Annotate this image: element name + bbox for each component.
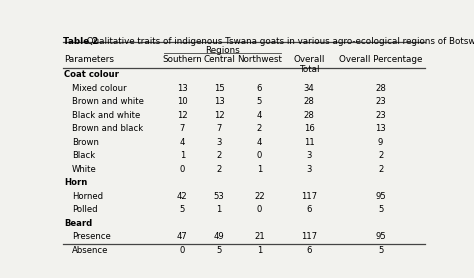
Text: 6: 6: [257, 84, 262, 93]
Text: 2: 2: [216, 151, 222, 160]
Text: Brown: Brown: [72, 138, 99, 147]
Text: 11: 11: [304, 138, 314, 147]
Text: 22: 22: [254, 192, 265, 201]
Text: 53: 53: [214, 192, 224, 201]
Text: Table 2: Table 2: [63, 37, 98, 46]
Text: 1: 1: [257, 246, 262, 255]
Text: 7: 7: [216, 124, 222, 133]
Text: 1: 1: [180, 151, 185, 160]
Text: 23: 23: [375, 97, 386, 106]
Text: Horned: Horned: [72, 192, 103, 201]
Text: Parameters: Parameters: [64, 55, 114, 64]
Text: 0: 0: [180, 165, 185, 174]
Text: Brown and white: Brown and white: [72, 97, 144, 106]
Text: Brown and black: Brown and black: [72, 124, 143, 133]
Text: 23: 23: [375, 111, 386, 120]
Text: 2: 2: [216, 165, 222, 174]
Text: 28: 28: [304, 111, 314, 120]
Text: Northwest: Northwest: [237, 55, 282, 64]
Text: 16: 16: [304, 124, 314, 133]
Text: Black: Black: [72, 151, 95, 160]
Text: Beard: Beard: [64, 219, 92, 228]
Text: Presence: Presence: [72, 232, 111, 241]
Text: 5: 5: [216, 246, 222, 255]
Text: Coat colour: Coat colour: [64, 70, 119, 80]
Text: 2: 2: [257, 124, 262, 133]
Text: 5: 5: [378, 246, 383, 255]
Text: 13: 13: [177, 84, 188, 93]
Text: 21: 21: [254, 232, 265, 241]
Text: 0: 0: [257, 205, 262, 214]
Text: 3: 3: [306, 151, 312, 160]
Text: 95: 95: [375, 192, 386, 201]
Text: 2: 2: [378, 165, 383, 174]
Text: 117: 117: [301, 192, 317, 201]
Text: 1: 1: [257, 165, 262, 174]
Text: 3: 3: [216, 138, 222, 147]
Text: Overall Percentage: Overall Percentage: [339, 55, 422, 64]
Text: Absence: Absence: [72, 246, 109, 255]
Text: 9: 9: [378, 138, 383, 147]
Text: 0: 0: [180, 246, 185, 255]
Text: 5: 5: [378, 205, 383, 214]
Text: 95: 95: [375, 232, 386, 241]
Text: 4: 4: [180, 138, 185, 147]
Text: Qualitative traits of indigenous Tswana goats in various agro-ecological regions: Qualitative traits of indigenous Tswana …: [84, 37, 474, 46]
Text: Overall
Total: Overall Total: [293, 55, 325, 74]
Text: Polled: Polled: [72, 205, 98, 214]
Text: 42: 42: [177, 192, 188, 201]
Text: Central: Central: [203, 55, 235, 64]
Text: 13: 13: [214, 97, 224, 106]
Text: 0: 0: [257, 151, 262, 160]
Text: 34: 34: [304, 84, 314, 93]
Text: 13: 13: [375, 124, 386, 133]
Text: 10: 10: [177, 97, 188, 106]
Text: 5: 5: [257, 97, 262, 106]
Text: Regions: Regions: [205, 46, 240, 54]
Text: 6: 6: [306, 246, 312, 255]
Text: Southern: Southern: [163, 55, 202, 64]
Text: 117: 117: [301, 232, 317, 241]
Text: 4: 4: [257, 111, 262, 120]
Text: 28: 28: [304, 97, 314, 106]
Text: Horn: Horn: [64, 178, 88, 187]
Text: 12: 12: [214, 111, 224, 120]
Text: White: White: [72, 165, 97, 174]
Text: 2: 2: [378, 151, 383, 160]
Text: 47: 47: [177, 232, 188, 241]
Text: 12: 12: [177, 111, 188, 120]
Text: 6: 6: [306, 205, 312, 214]
Text: Black and white: Black and white: [72, 111, 140, 120]
Text: 1: 1: [216, 205, 222, 214]
Text: 15: 15: [214, 84, 224, 93]
Text: 49: 49: [214, 232, 224, 241]
Text: Mixed colour: Mixed colour: [72, 84, 127, 93]
Text: 7: 7: [180, 124, 185, 133]
Text: 3: 3: [306, 165, 312, 174]
Text: 28: 28: [375, 84, 386, 93]
Text: 5: 5: [180, 205, 185, 214]
Text: 4: 4: [257, 138, 262, 147]
